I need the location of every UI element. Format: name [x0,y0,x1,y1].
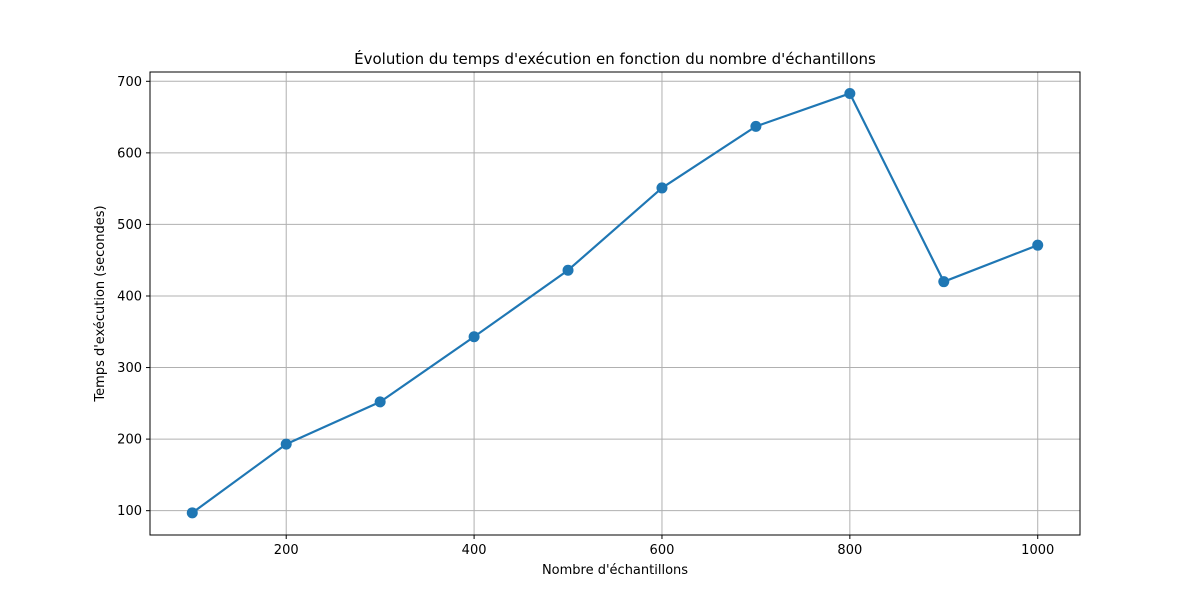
y-tick-label: 700 [117,75,142,90]
y-tick-label: 200 [117,433,142,448]
y-tick-label: 500 [117,218,142,233]
data-point [468,331,480,343]
x-tick-label: 400 [462,543,487,558]
y-tick-label: 600 [117,146,142,161]
data-point [280,438,292,450]
y-tick-label: 400 [117,289,142,304]
axis-ticks: 200 400 600 800 1000 100 200 300 400 500 600 700 [117,75,1054,558]
data-point [1032,239,1044,251]
x-tick-label: 1000 [1021,543,1054,558]
series-layer [186,87,1044,519]
chart-title: Évolution du temps d'exécution en foncti… [354,49,876,68]
y-tick-label: 100 [117,504,142,519]
x-tick-label: 800 [837,543,862,558]
x-tick-label: 200 [274,543,299,558]
x-tick-label: 600 [650,543,675,558]
data-point [844,87,856,99]
grid [150,72,1080,535]
data-point [374,396,386,408]
data-point [938,276,950,288]
data-point [562,264,574,276]
y-axis-label: Temps d'exécution (secondes) [93,205,108,402]
data-point [656,182,668,194]
y-tick-label: 300 [117,361,142,376]
data-point [750,120,762,132]
x-axis-label: Nombre d'échantillons [542,563,688,578]
plot-area-frame [149,71,1081,536]
data-point [186,507,198,519]
series-line [191,92,1039,514]
